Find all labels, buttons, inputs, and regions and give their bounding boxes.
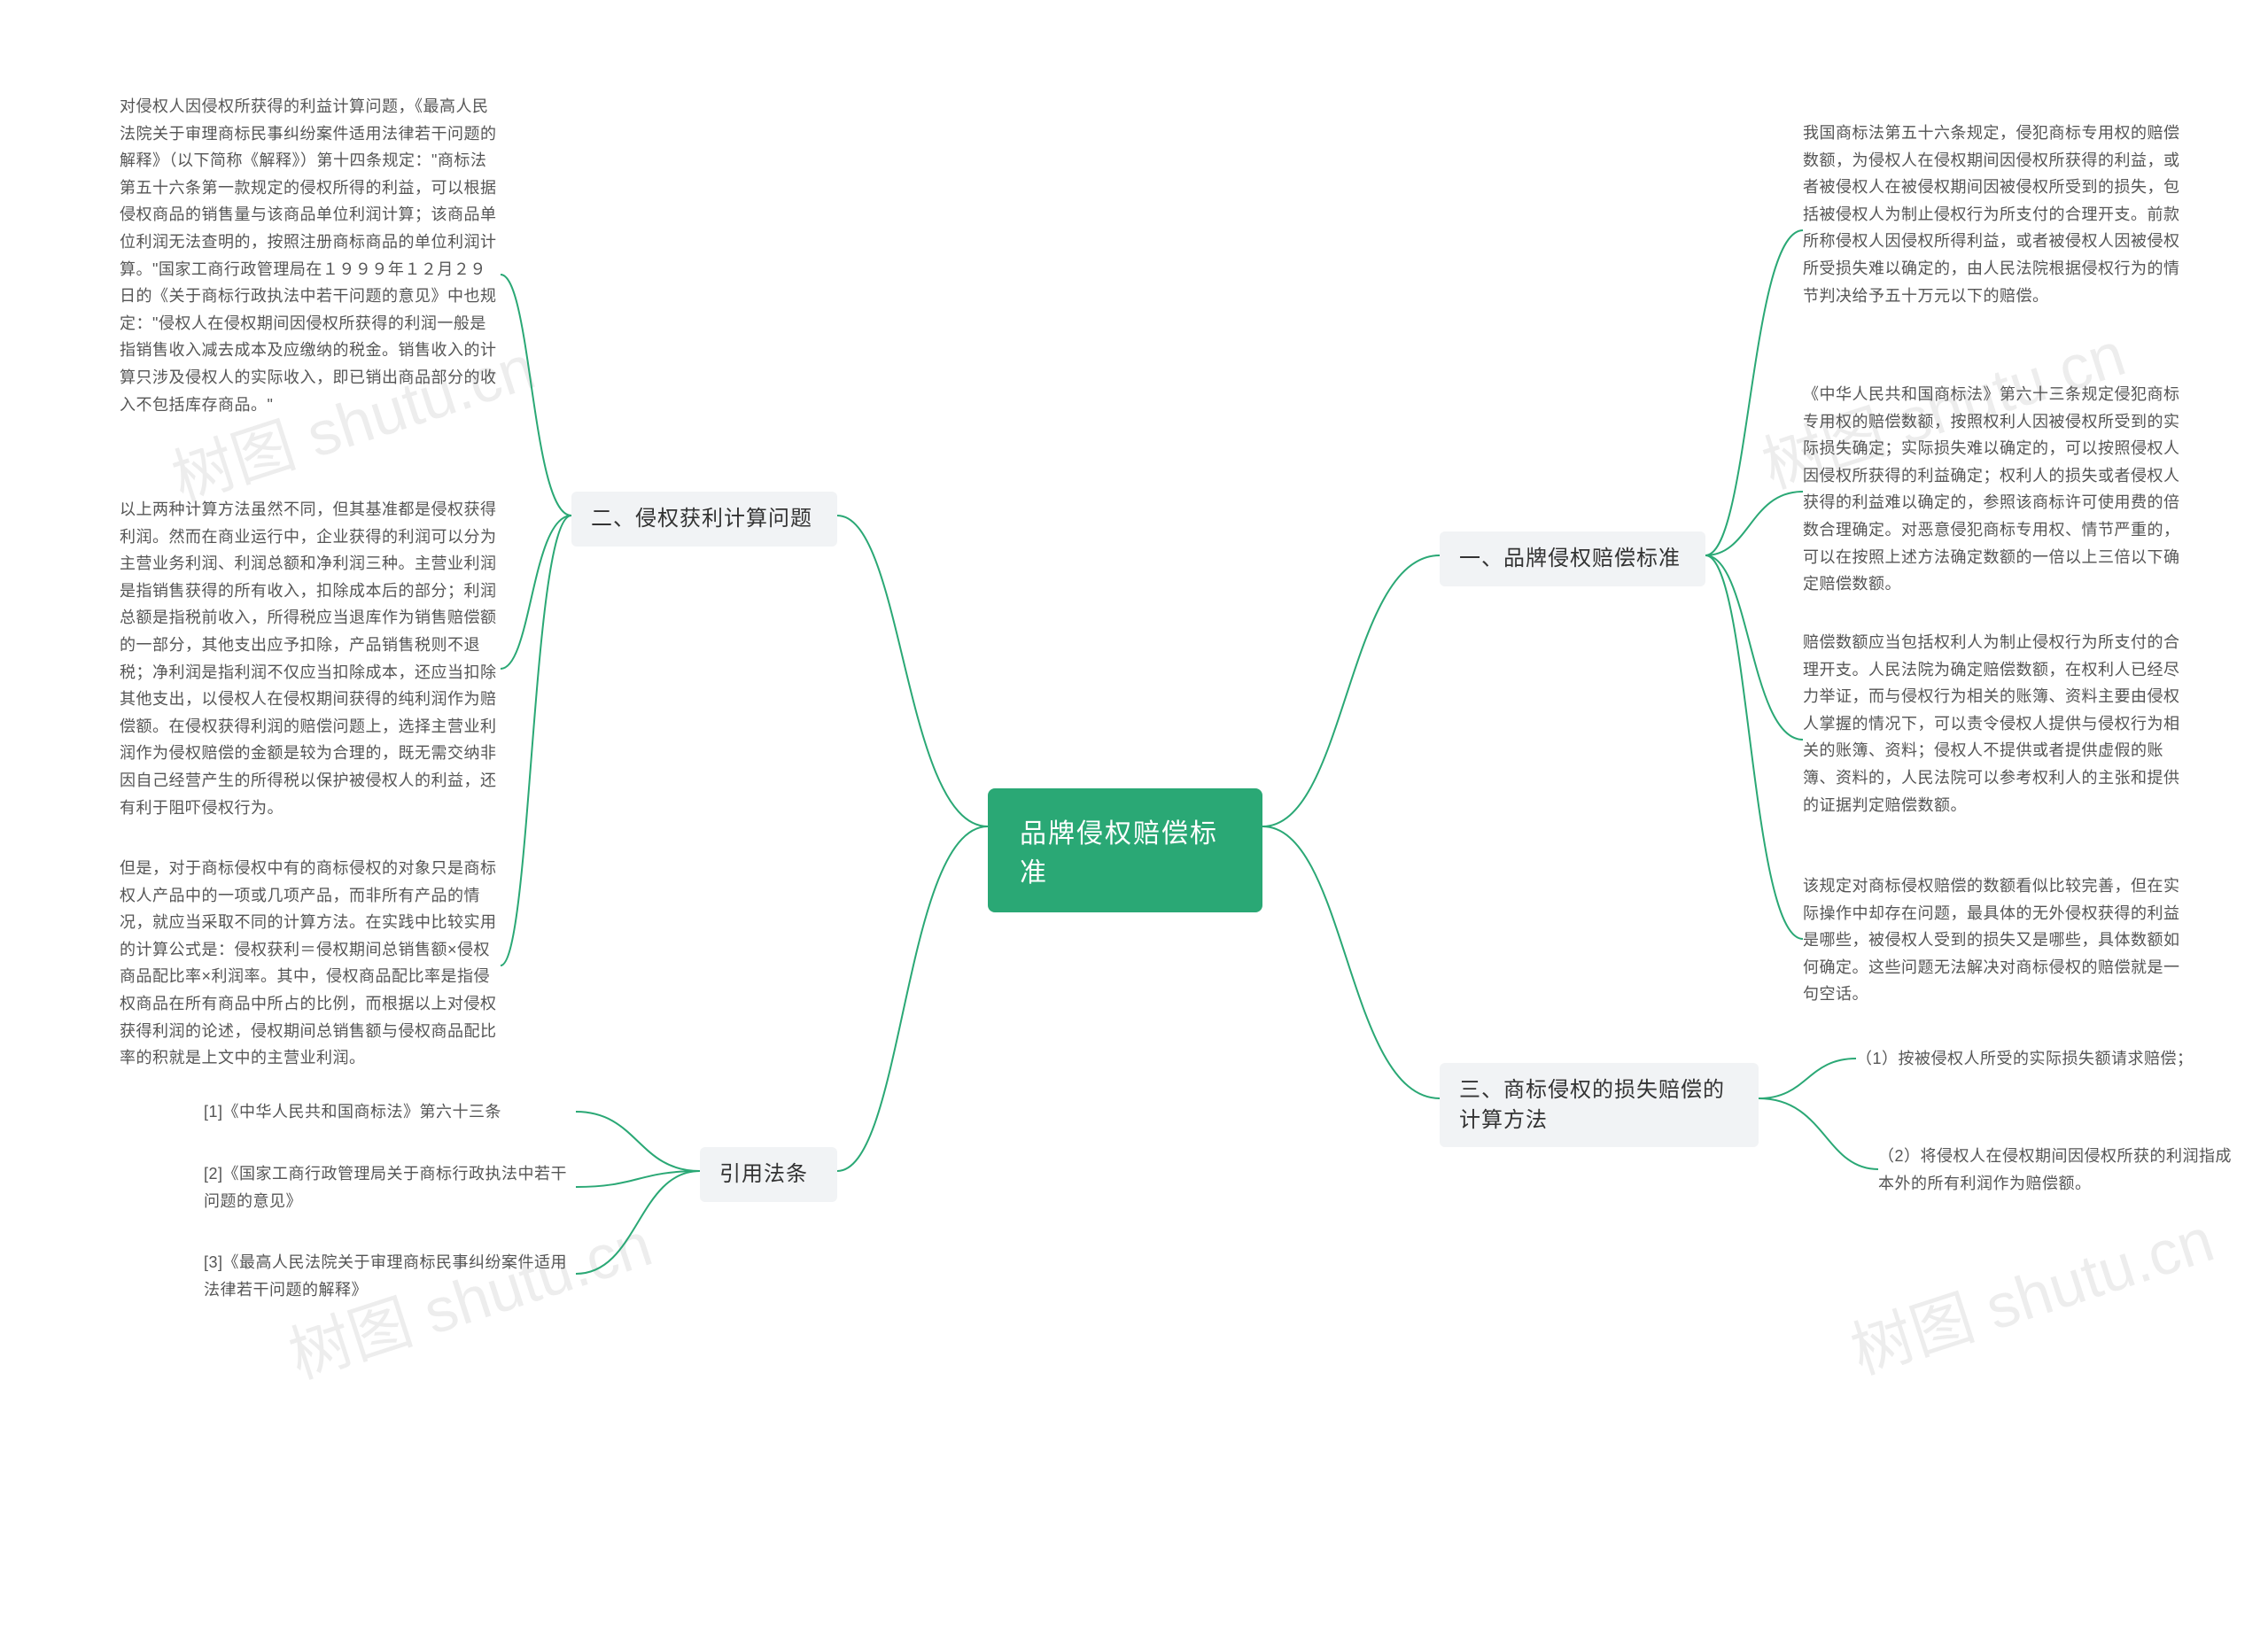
leaf-text: [2]《国家工商行政管理局关于商标行政执法中若干问题的意见》 (204, 1160, 576, 1214)
leaf-text: （2）将侵权人在侵权期间因侵权所获的利润指成本外的所有利润作为赔偿额。 (1878, 1143, 2233, 1197)
branch-standard: 一、品牌侵权赔偿标准 (1440, 531, 1705, 586)
leaf-text: 对侵权人因侵权所获得的利益计算问题，《最高人民法院关于审理商标民事纠纷案件适用法… (120, 93, 501, 418)
branch-calc-method: 三、商标侵权的损失赔偿的计算方法 (1440, 1063, 1759, 1147)
branch-citations: 引用法条 (700, 1147, 837, 1202)
root-label: 品牌侵权赔偿标准 (1020, 819, 1218, 888)
mindmap-canvas: { "watermark_text": "树图 shutu.cn", "wate… (0, 0, 2268, 1652)
leaf-text: （1）按被侵权人所受的实际损失额请求赔偿； (1856, 1045, 2228, 1073)
branch-label: 三、商标侵权的损失赔偿的计算方法 (1459, 1078, 1725, 1132)
branch-label: 一、品牌侵权赔偿标准 (1459, 547, 1681, 570)
branch-label: 引用法条 (719, 1162, 808, 1186)
branch-profit-calc: 二、侵权获利计算问题 (571, 492, 837, 547)
leaf-text: [1]《中华人民共和国商标法》第六十三条 (204, 1098, 576, 1126)
leaf-text: 《中华人民共和国商标法》第六十三条规定侵犯商标专用权的赔偿数额，按照权利人因被侵… (1803, 381, 2184, 598)
leaf-text: [3]《最高人民法院关于审理商标民事纠纷案件适用法律若干问题的解释》 (204, 1249, 576, 1303)
root-node: 品牌侵权赔偿标准 (988, 788, 1262, 912)
leaf-text: 但是，对于商标侵权中有的商标侵权的对象只是商标权人产品中的一项或几项产品，而非所… (120, 855, 501, 1072)
leaf-text: 以上两种计算方法虽然不同，但其基准都是侵权获得利润。然而在商业运行中，企业获得的… (120, 496, 501, 821)
leaf-text: 赔偿数额应当包括权利人为制止侵权行为所支付的合理开支。人民法院为确定赔偿数额，在… (1803, 629, 2184, 818)
leaf-text: 该规定对商标侵权赔偿的数额看似比较完善，但在实际操作中却存在问题，最具体的无外侵… (1803, 873, 2184, 1008)
leaf-text: 我国商标法第五十六条规定，侵犯商标专用权的赔偿数额，为侵权人在侵权期间因侵权所获… (1803, 120, 2184, 309)
watermark: 树图 shutu.cn (1838, 1191, 2224, 1392)
branch-label: 二、侵权获利计算问题 (591, 507, 812, 531)
